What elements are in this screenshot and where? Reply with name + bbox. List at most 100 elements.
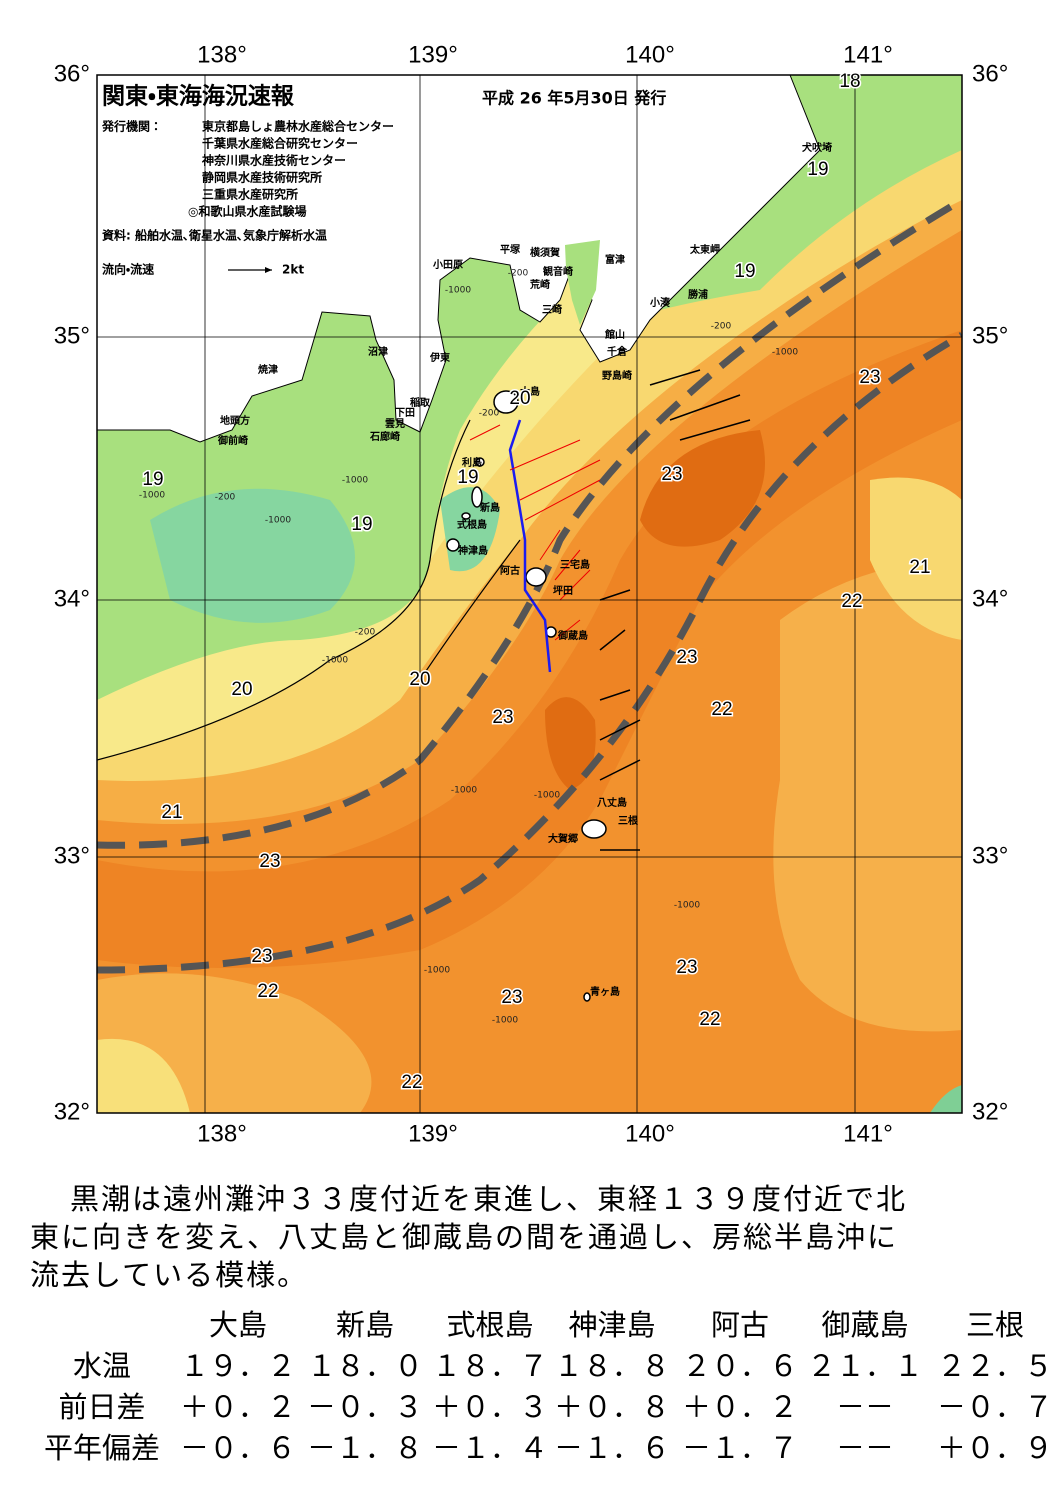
place-name: 坪田 xyxy=(553,584,573,597)
depth-label: -1000 xyxy=(772,348,798,358)
temperature-label: 22 xyxy=(257,981,278,1002)
place-name: 荒崎 xyxy=(529,278,550,291)
lat-label-right: 36° xyxy=(972,60,1008,87)
lat-label-right: 33° xyxy=(972,842,1008,869)
place-name: 千倉 xyxy=(607,345,628,358)
lon-label-top: 138° xyxy=(197,41,247,68)
place-name: 小田原 xyxy=(432,258,463,271)
place-name: 大賀郷 xyxy=(548,832,578,845)
temperature-label: 22 xyxy=(841,591,862,612)
depth-label: -1000 xyxy=(139,491,165,501)
lon-label-bottom: 139° xyxy=(408,1120,458,1147)
lat-label-left: 35° xyxy=(54,322,90,349)
depth-label: -1000 xyxy=(534,791,560,801)
lon-label-bottom: 138° xyxy=(197,1120,247,1147)
temperature-label: 23 xyxy=(661,464,682,485)
lat-label-left: 36° xyxy=(54,60,90,87)
place-name: 石廊崎 xyxy=(369,430,400,443)
place-name: 青ヶ島 xyxy=(590,985,620,998)
lon-label-top: 139° xyxy=(408,41,458,68)
depth-label: -1000 xyxy=(492,1016,518,1026)
temperature-label: 22 xyxy=(711,699,732,720)
issuer: 東京都島しょ農林水産総合センター xyxy=(202,119,394,134)
temperature-label: 21 xyxy=(909,557,930,578)
lat-label-right: 34° xyxy=(972,585,1008,612)
summary-line: 黒潮は遠州灘沖３３度付近を東進し、東経１３９度付近で北 xyxy=(70,1182,908,1216)
issuer: 神奈川県水産技術センター xyxy=(201,153,346,168)
place-name: 勝浦 xyxy=(688,288,708,301)
temperature-label: 23 xyxy=(259,851,280,872)
temperature-label: 23 xyxy=(676,647,697,668)
place-name: 式根島 xyxy=(457,518,487,531)
place-name: 阿古 xyxy=(500,564,520,577)
place-name: 御蔵島 xyxy=(557,629,588,642)
place-name: 御前崎 xyxy=(217,434,248,447)
lat-label-left: 33° xyxy=(54,842,90,869)
temperature-label: 19 xyxy=(351,514,372,535)
temperature-label: 20 xyxy=(509,388,530,409)
lat-label-left: 32° xyxy=(54,1098,90,1125)
depth-label: -1000 xyxy=(674,901,700,911)
place-name: 神津島 xyxy=(457,544,488,557)
place-name: 稲取 xyxy=(410,396,431,409)
sea-temperature xyxy=(97,75,962,1113)
temperature-label: 18 xyxy=(839,71,860,92)
issuer: ◎和歌山県水産試験場 xyxy=(188,204,306,219)
temperature-label: 19 xyxy=(734,261,755,282)
lon-label-top: 140° xyxy=(625,41,675,68)
temperature-label: 20 xyxy=(409,669,430,690)
place-name: 富津 xyxy=(605,253,625,266)
summary-line: 流去している模様。 xyxy=(30,1258,309,1292)
issuer-label: 発行機関： xyxy=(101,119,162,134)
temperature-label: 23 xyxy=(501,987,522,1008)
map-frame xyxy=(96,74,963,1114)
depth-label: -200 xyxy=(711,322,732,332)
lat-label-right: 35° xyxy=(972,322,1008,349)
temperature-label: 22 xyxy=(401,1072,422,1093)
depth-label: -1000 xyxy=(342,476,368,486)
place-name: 太東岬 xyxy=(689,243,720,256)
date: 平成 26 年5月30日 発行 xyxy=(482,89,666,108)
place-name: 三崎 xyxy=(542,303,562,316)
lon-label-top: 141° xyxy=(843,41,893,68)
source: 資料: 船舶水温､衛星水温､気象庁解析水温 xyxy=(102,228,327,243)
summary: 黒潮は遠州灘沖３３度付近を東進し、東経１３９度付近で北 東に向きを変え、八丈島と… xyxy=(30,1180,907,1294)
depth-label: -1000 xyxy=(322,656,348,666)
depth-label: -200 xyxy=(355,628,376,638)
lat-label-left: 34° xyxy=(54,585,90,612)
depth-label: -1000 xyxy=(424,966,450,976)
temperature-label: 23 xyxy=(859,367,880,388)
lat-label-right: 32° xyxy=(972,1098,1008,1125)
depth-label: -200 xyxy=(479,409,500,419)
place-name: 観音崎 xyxy=(543,265,573,278)
place-name: 八丈島 xyxy=(597,796,627,809)
place-name: 館山 xyxy=(604,328,625,341)
place-name: 雲見 xyxy=(385,418,405,430)
place-name: 地頭方 xyxy=(220,414,250,427)
place-name: 三根 xyxy=(618,814,639,827)
graticule xyxy=(97,75,962,1113)
place-name: 三宅島 xyxy=(560,558,590,571)
place-name: 利島 xyxy=(462,456,482,469)
issuer: 静岡県水産技術研究所 xyxy=(202,170,322,185)
header: 関東・東海海況速報 平成 26 年5月30日 発行 発行機関： 資料: 船舶水温… xyxy=(101,83,666,277)
temperature-label: 20 xyxy=(231,679,252,700)
place-name: 横須賀 xyxy=(530,246,560,259)
legend-speed: 2kt xyxy=(282,263,304,277)
issuer: 三重県水産研究所 xyxy=(202,187,298,202)
depth-label: -200 xyxy=(215,493,236,503)
depth-label: -1000 xyxy=(451,786,477,796)
issuer: 千葉県水産総合研究センター xyxy=(202,136,358,151)
place-name: 大島 xyxy=(520,385,540,398)
place-name: 焼津 xyxy=(258,363,278,376)
title: 関東・東海海況速報 xyxy=(102,83,295,110)
depth-label: -1000 xyxy=(445,286,471,296)
depth-label: -1000 xyxy=(265,516,291,526)
summary-line: 東に向きを変え、八丈島と御蔵島の間を通過し、房総半島沖に xyxy=(30,1220,899,1254)
place-name: 沼津 xyxy=(368,345,388,358)
depth-label: -200 xyxy=(508,269,529,279)
lon-label-bottom: 140° xyxy=(625,1120,675,1147)
temperature-label: 23 xyxy=(676,957,697,978)
place-name: 下田 xyxy=(395,407,415,419)
